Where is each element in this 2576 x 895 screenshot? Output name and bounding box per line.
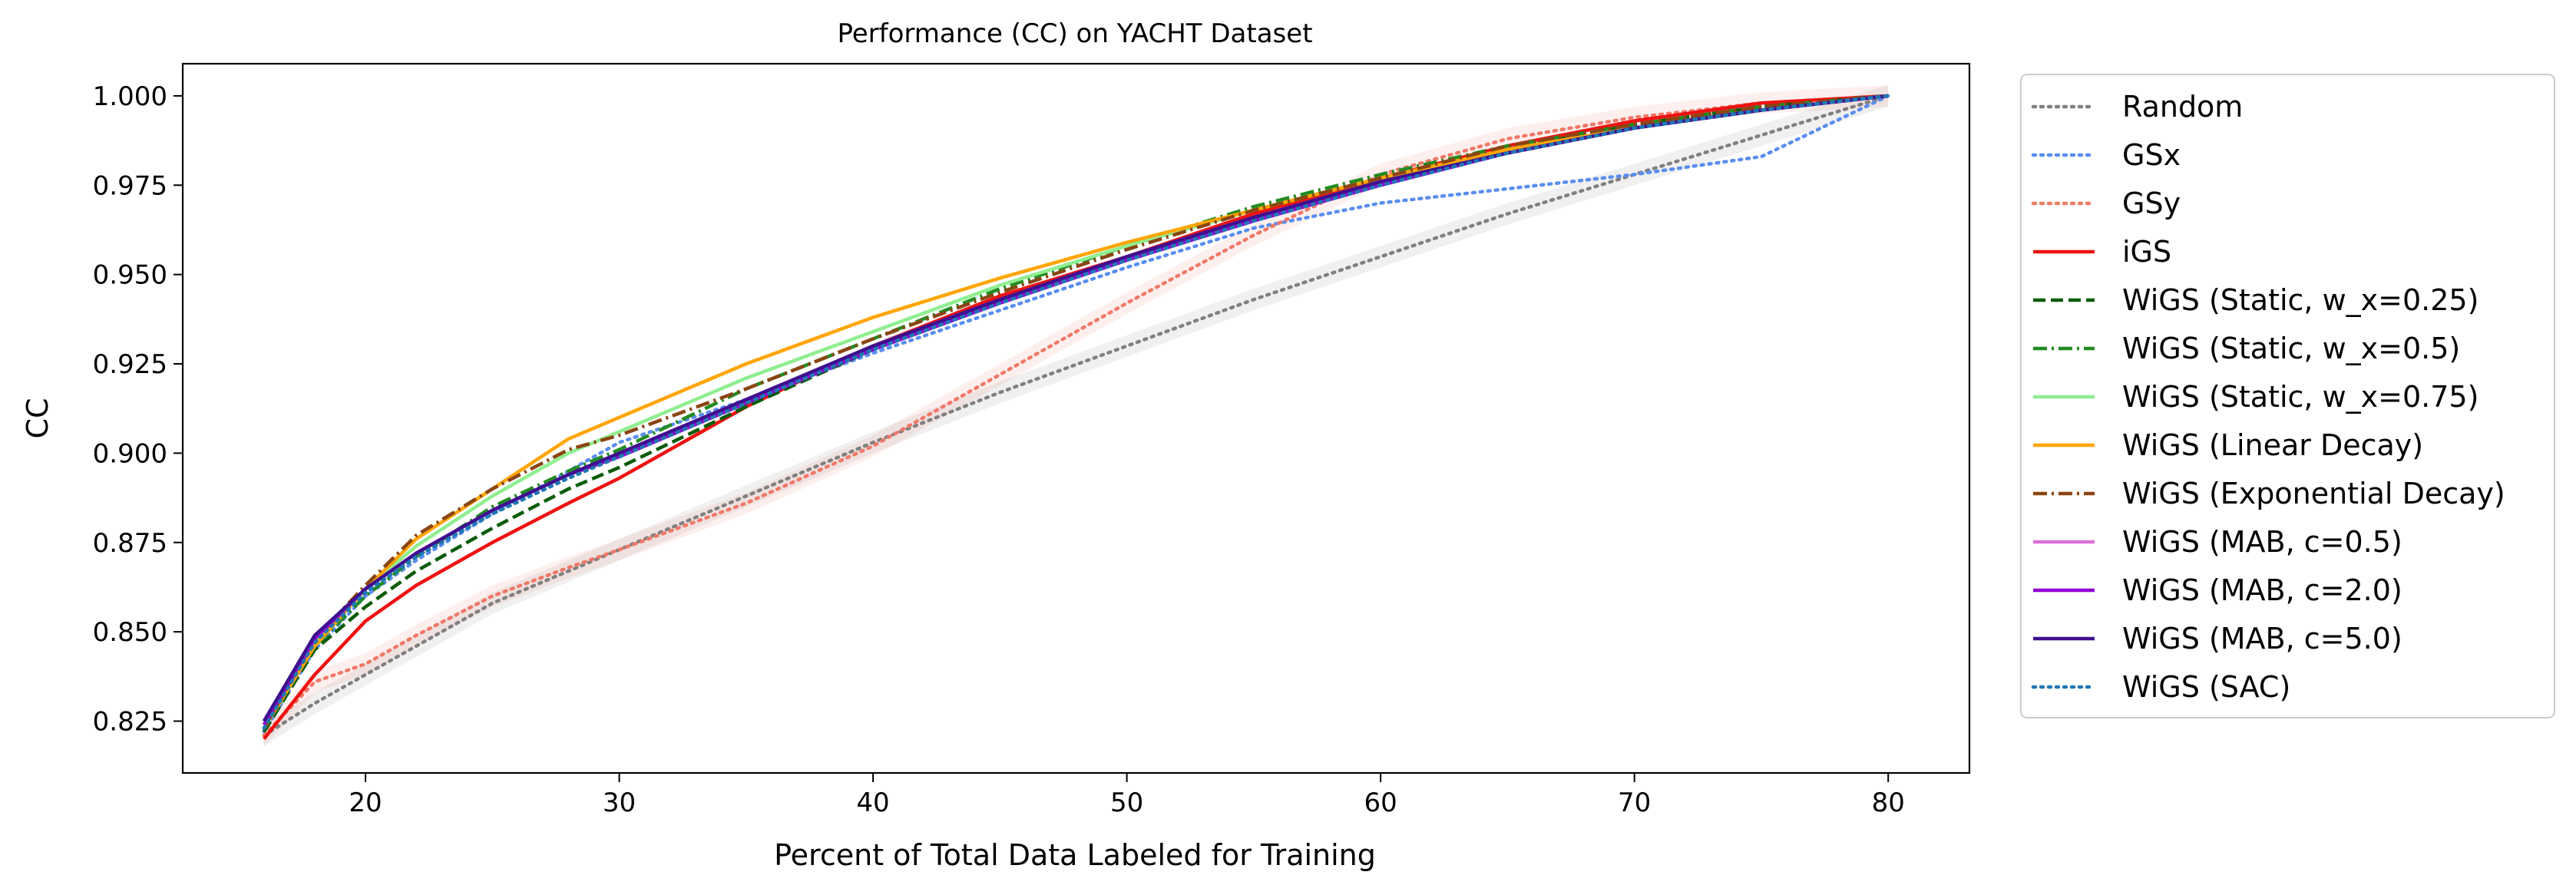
- legend-label: WiGS (Linear Decay): [2122, 428, 2423, 462]
- series-line: [262, 94, 1889, 729]
- series-line: [263, 94, 1889, 741]
- series-line: [262, 94, 1889, 729]
- series-line: [262, 94, 1889, 726]
- x-tick-label: 70: [1618, 788, 1651, 818]
- y-tick-label: 0.900: [93, 438, 167, 469]
- x-tick-label: 20: [349, 788, 382, 818]
- y-tick-label: 1.000: [93, 81, 167, 112]
- legend-label: WiGS (Exponential Decay): [2122, 477, 2505, 510]
- series-band: [263, 84, 1889, 747]
- x-axis-label: Percent of Total Data Labeled for Traini…: [774, 838, 1376, 872]
- legend-label: WiGS (Static, w_x=0.25): [2122, 283, 2478, 317]
- plot-frame: [181, 62, 1971, 774]
- legend-label: WiGS (Static, w_x=0.5): [2122, 332, 2460, 365]
- series-line: [262, 94, 1890, 734]
- x-tick-label: 30: [603, 788, 636, 818]
- legend-label: WiGS (MAB, c=0.5): [2122, 525, 2402, 559]
- legend-frame: [2020, 74, 2555, 718]
- legend: Random GSx GSy iGS WiGS (Static, w_x=0.25) Wi…: [2020, 74, 2555, 718]
- series-line: [262, 94, 1889, 729]
- series-line: [262, 94, 1889, 722]
- confidence-bands: [263, 84, 1889, 747]
- series-line: [262, 94, 1890, 738]
- legend-label: WiGS (SAC): [2122, 670, 2290, 704]
- y-tick-label: 0.975: [93, 170, 167, 201]
- series-line: [262, 94, 1889, 726]
- chart-title: Performance (CC) on YACHT Dataset: [837, 18, 1312, 49]
- y-tick-label: 0.875: [93, 528, 167, 559]
- y-axis-label: CC: [21, 398, 55, 438]
- y-tick-label: 0.850: [93, 617, 167, 648]
- legend-label: iGS: [2122, 235, 2171, 269]
- legend-label: GSx: [2122, 138, 2181, 172]
- series-line: [262, 94, 1889, 729]
- legend-label: Random: [2122, 90, 2243, 124]
- x-tick-label: 50: [1110, 788, 1143, 818]
- series-line: [262, 94, 1890, 731]
- series-band: [263, 84, 1889, 747]
- legend-label: WiGS (Static, w_x=0.75): [2122, 380, 2478, 414]
- y-axis-ticks: 0.825 0.850 0.875 0.900 0.925 0.950 0.975 1.000: [93, 81, 183, 738]
- x-tick-label: 80: [1872, 788, 1905, 818]
- y-tick-label: 0.950: [93, 260, 167, 291]
- x-axis-ticks: 20 30 40 50 60 70 80: [349, 773, 1905, 818]
- series-line: [262, 94, 1889, 733]
- legend-label: WiGS (MAB, c=2.0): [2122, 573, 2402, 607]
- y-tick-label: 0.925: [93, 349, 167, 380]
- legend-label: GSy: [2122, 187, 2181, 220]
- x-tick-label: 40: [856, 788, 889, 818]
- series-lines: [262, 94, 1890, 741]
- x-tick-label: 60: [1364, 788, 1397, 818]
- y-tick-label: 0.825: [93, 707, 167, 738]
- series-line: [262, 94, 1890, 738]
- legend-label: WiGS (MAB, c=5.0): [2122, 622, 2402, 656]
